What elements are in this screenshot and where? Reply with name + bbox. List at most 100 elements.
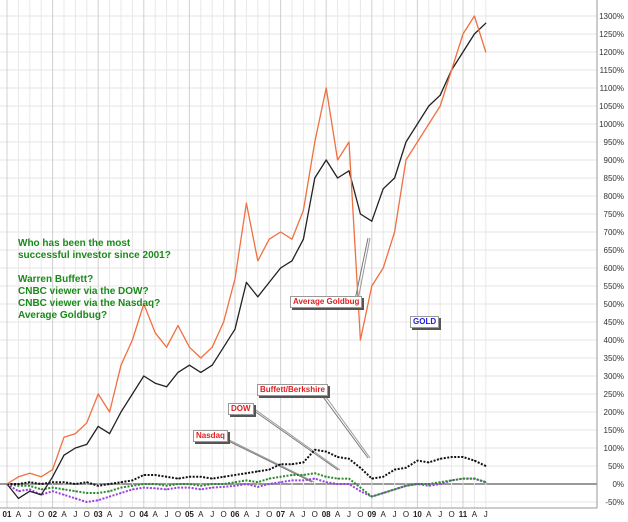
data-point-buffett <box>439 458 441 460</box>
x-tick-label: A <box>289 510 295 519</box>
data-point-dow <box>348 478 350 480</box>
data-point-goldbug <box>348 170 350 172</box>
x-tick-label: O <box>448 510 454 519</box>
data-point-gold <box>348 141 350 143</box>
data-point-nasdaq <box>17 490 19 492</box>
data-point-nasdaq <box>143 487 145 489</box>
data-point-buffett <box>325 451 327 453</box>
data-point-nasdaq <box>52 490 54 492</box>
data-point-nasdaq <box>257 486 259 488</box>
data-point-dow <box>394 488 396 490</box>
data-point-gold <box>257 260 259 262</box>
data-point-buffett <box>109 483 111 485</box>
data-point-goldbug <box>337 177 339 179</box>
x-tick-label: O <box>175 510 181 519</box>
data-point-dow <box>63 488 65 490</box>
data-point-goldbug <box>291 260 293 262</box>
data-point-gold <box>245 202 247 204</box>
y-tick-label: 1250% <box>599 30 624 39</box>
data-point-goldbug <box>302 238 304 240</box>
data-point-dow <box>188 483 190 485</box>
data-point-gold <box>394 231 396 233</box>
y-tick-label: 600% <box>604 264 624 273</box>
y-tick-label: 1050% <box>599 102 624 111</box>
x-tick-label: 01 <box>3 510 12 519</box>
data-point-gold <box>291 238 293 240</box>
y-tick-label: 100% <box>604 444 624 453</box>
question-text: Who has been the most successful investo… <box>18 238 171 322</box>
data-point-dow <box>462 478 464 480</box>
x-tick-label: A <box>472 510 478 519</box>
data-point-gold <box>485 51 487 53</box>
x-tick-label: J <box>256 510 260 519</box>
data-point-buffett <box>257 470 259 472</box>
data-point-gold <box>234 278 236 280</box>
data-point-nasdaq <box>154 487 156 489</box>
data-point-buffett <box>382 476 384 478</box>
question-line: Average Goldbug? <box>18 310 108 321</box>
y-tick-label: 750% <box>604 210 624 219</box>
data-point-dow <box>280 476 282 478</box>
data-point-nasdaq <box>348 483 350 485</box>
data-point-dow <box>166 485 168 487</box>
data-point-buffett <box>154 474 156 476</box>
data-point-gold <box>120 364 122 366</box>
data-point-buffett <box>280 463 282 465</box>
data-point-gold <box>17 476 19 478</box>
data-point-dow <box>428 483 430 485</box>
data-point-gold <box>177 325 179 327</box>
x-tick-label: 05 <box>185 510 194 519</box>
data-point-nasdaq <box>86 501 88 503</box>
data-point-gold <box>154 332 156 334</box>
data-point-goldbug <box>268 281 270 283</box>
data-point-gold <box>109 411 111 413</box>
data-point-nasdaq <box>245 483 247 485</box>
data-point-gold <box>6 483 8 485</box>
y-tick-label: 650% <box>604 246 624 255</box>
data-point-goldbug <box>428 105 430 107</box>
data-point-gold <box>416 141 418 143</box>
x-tick-label: J <box>119 510 123 519</box>
data-point-dow <box>302 474 304 476</box>
data-point-goldbug <box>245 281 247 283</box>
data-point-nasdaq <box>109 496 111 498</box>
data-point-dow <box>451 479 453 481</box>
data-point-nasdaq <box>177 487 179 489</box>
data-point-nasdaq <box>211 487 213 489</box>
data-point-goldbug <box>52 476 54 478</box>
data-point-buffett <box>268 469 270 471</box>
data-point-buffett <box>223 476 225 478</box>
data-point-dow <box>325 476 327 478</box>
data-point-buffett <box>451 456 453 458</box>
data-point-gold <box>451 69 453 71</box>
data-point-dow <box>382 492 384 494</box>
leader-line <box>215 434 313 483</box>
data-point-goldbug <box>234 328 236 330</box>
x-tick-label: A <box>198 510 204 519</box>
data-point-goldbug <box>109 433 111 435</box>
x-tick-label: A <box>153 510 159 519</box>
data-point-dow <box>405 485 407 487</box>
data-point-dow <box>143 483 145 485</box>
data-point-dow <box>120 487 122 489</box>
data-point-gold <box>223 321 225 323</box>
data-point-buffett <box>485 465 487 467</box>
data-point-goldbug <box>154 382 156 384</box>
x-tick-label: J <box>73 510 77 519</box>
data-point-buffett <box>131 479 133 481</box>
x-tick-label: O <box>266 510 272 519</box>
data-point-gold <box>473 15 475 17</box>
leader-line <box>357 237 371 301</box>
y-tick-label: 1000% <box>599 120 624 129</box>
y-tick-label: 300% <box>604 372 624 381</box>
data-point-nasdaq <box>359 490 361 492</box>
data-point-dow <box>314 472 316 474</box>
data-point-dow <box>40 488 42 490</box>
data-point-buffett <box>188 476 190 478</box>
data-point-gold <box>40 476 42 478</box>
data-point-dow <box>97 492 99 494</box>
data-point-dow <box>223 483 225 485</box>
data-point-dow <box>291 474 293 476</box>
x-tick-label: 09 <box>367 510 376 519</box>
data-point-goldbug <box>40 494 42 496</box>
